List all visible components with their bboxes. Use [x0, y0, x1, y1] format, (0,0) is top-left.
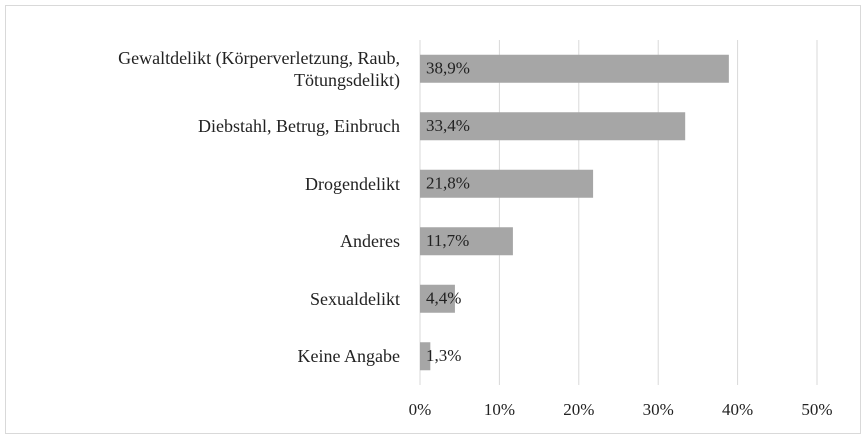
data-label: 21,8% — [426, 174, 470, 193]
chart-frame — [5, 5, 861, 434]
data-label: 33,4% — [426, 116, 470, 135]
bar — [420, 112, 686, 141]
data-label: 11,7% — [426, 231, 469, 250]
bar — [420, 169, 594, 198]
category-label: Gewaltdelikt (Körperverletzung, Raub, Tö… — [118, 47, 400, 90]
bar — [420, 227, 513, 256]
bar — [420, 342, 431, 371]
data-label: 4,4% — [426, 289, 461, 308]
x-tick-label: 40% — [722, 400, 753, 419]
x-tick-label: 0% — [409, 400, 432, 419]
category-label: Anderes — [340, 231, 400, 252]
x-tick-label: 30% — [643, 400, 674, 419]
category-label: Drogendelikt — [305, 173, 400, 194]
x-tick-label: 50% — [801, 400, 832, 419]
x-tick-label: 10% — [484, 400, 515, 419]
bar — [420, 284, 455, 313]
x-tick-label: 20% — [563, 400, 594, 419]
bar — [420, 54, 729, 83]
data-label: 38,9% — [426, 59, 470, 78]
category-label: Diebstahl, Betrug, Einbruch — [198, 116, 400, 137]
data-label: 1,3% — [426, 346, 461, 365]
category-label: Sexualdelikt — [310, 288, 400, 309]
category-label: Keine Angabe — [297, 346, 400, 367]
